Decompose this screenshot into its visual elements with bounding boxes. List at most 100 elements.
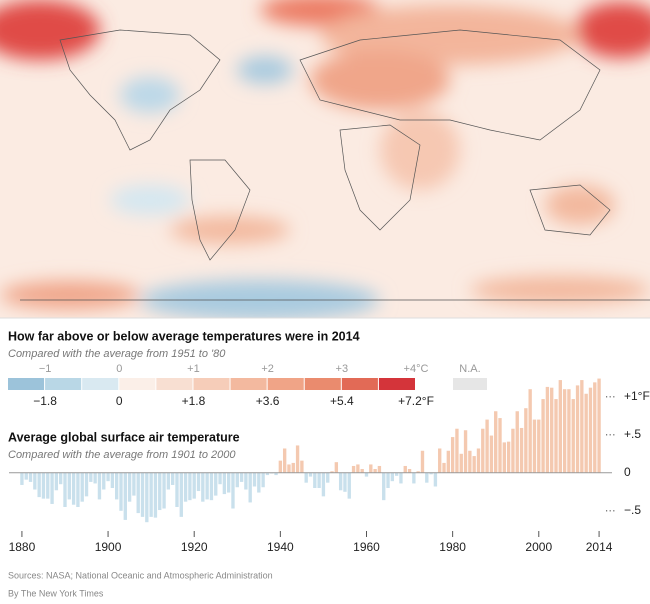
bar	[76, 472, 80, 507]
bar	[93, 472, 97, 484]
bar	[528, 389, 532, 473]
color-swatch	[304, 378, 341, 390]
bar	[360, 469, 364, 473]
bar	[425, 472, 429, 483]
bar	[394, 472, 399, 476]
x-tick-label: 1900	[95, 540, 122, 554]
bar	[119, 472, 123, 511]
bar	[429, 472, 433, 475]
color-swatch	[8, 378, 45, 390]
y-tick-label: 0	[624, 465, 631, 479]
x-tick-label: 2014	[586, 540, 613, 554]
bar	[575, 385, 580, 473]
bar	[63, 472, 67, 507]
coastlines	[20, 29, 650, 301]
bar	[519, 427, 524, 473]
bar	[412, 472, 416, 484]
bar	[485, 419, 489, 473]
bar	[438, 448, 442, 473]
x-tick-label: 1940	[267, 540, 294, 554]
bar	[506, 441, 511, 473]
bar	[593, 382, 597, 473]
y-tick-label: +1°F	[624, 389, 650, 403]
bar	[373, 469, 377, 473]
bar	[524, 408, 528, 473]
source: Sources: NASA; National Oceanic and Atmo…	[8, 570, 273, 580]
fahrenheit-tick-label: +1.8	[182, 394, 206, 408]
bar	[459, 453, 463, 473]
color-swatch	[193, 378, 230, 390]
bar	[89, 472, 93, 482]
bar	[494, 411, 498, 473]
bars	[20, 378, 601, 523]
bar	[278, 460, 283, 473]
bar	[265, 472, 270, 476]
bar	[584, 393, 588, 473]
bar	[188, 472, 192, 501]
color-swatch	[156, 378, 193, 390]
color-swatch	[230, 378, 267, 390]
bar	[515, 411, 519, 473]
credit: By The New York Times	[8, 588, 104, 598]
bar	[149, 472, 153, 517]
bar	[97, 472, 102, 500]
bar	[386, 472, 390, 488]
bar	[183, 472, 188, 502]
bar	[179, 472, 183, 517]
celsius-tick-label: −1	[39, 363, 52, 375]
celsius-tick-label: 0	[116, 363, 122, 375]
bar	[175, 472, 179, 507]
bar	[244, 472, 248, 490]
bar	[170, 472, 175, 485]
color-swatch	[82, 378, 119, 390]
chart-subtitle: Compared with the average from 1901 to 2…	[8, 449, 236, 461]
legend-subtitle: Compared with the average from 1951 to '…	[8, 348, 226, 360]
fahrenheit-tick-label: 0	[116, 394, 123, 408]
bar	[558, 380, 562, 473]
bar	[313, 472, 317, 488]
bar	[166, 472, 171, 490]
bar	[364, 472, 369, 477]
fahrenheit-tick-label: −1.8	[33, 394, 57, 408]
map	[0, 0, 650, 318]
bar	[106, 472, 110, 482]
bar	[132, 472, 136, 496]
legend-title: How far above or below average temperatu…	[8, 329, 360, 343]
bar	[28, 472, 33, 482]
bar	[567, 389, 571, 473]
bar	[326, 472, 330, 483]
celsius-tick-label: +4°C	[404, 363, 429, 375]
bar	[532, 419, 537, 473]
bar	[102, 472, 106, 490]
bar	[20, 472, 24, 485]
bar	[330, 471, 334, 473]
bar	[252, 472, 257, 487]
bar	[446, 450, 451, 473]
bar	[80, 472, 84, 502]
bar	[554, 399, 558, 473]
bar	[201, 472, 205, 502]
x-tick-label: 1980	[439, 540, 466, 554]
bar	[455, 428, 459, 473]
bar	[239, 472, 244, 482]
bar	[489, 435, 494, 473]
bar	[140, 472, 145, 517]
bar	[580, 380, 584, 473]
bar	[481, 428, 485, 473]
bar	[343, 472, 347, 492]
bar	[127, 472, 132, 502]
bar	[399, 472, 403, 484]
bar	[158, 472, 162, 511]
bar	[123, 472, 127, 520]
bar	[338, 472, 343, 491]
bar	[442, 462, 446, 473]
bar	[257, 472, 261, 493]
na-label: N.A.	[459, 363, 480, 375]
bar	[67, 472, 71, 500]
bar	[541, 399, 545, 473]
bar	[588, 387, 593, 473]
bar	[24, 472, 28, 480]
chart-title: Average global surface air temperature	[8, 430, 240, 444]
bar	[407, 469, 412, 473]
